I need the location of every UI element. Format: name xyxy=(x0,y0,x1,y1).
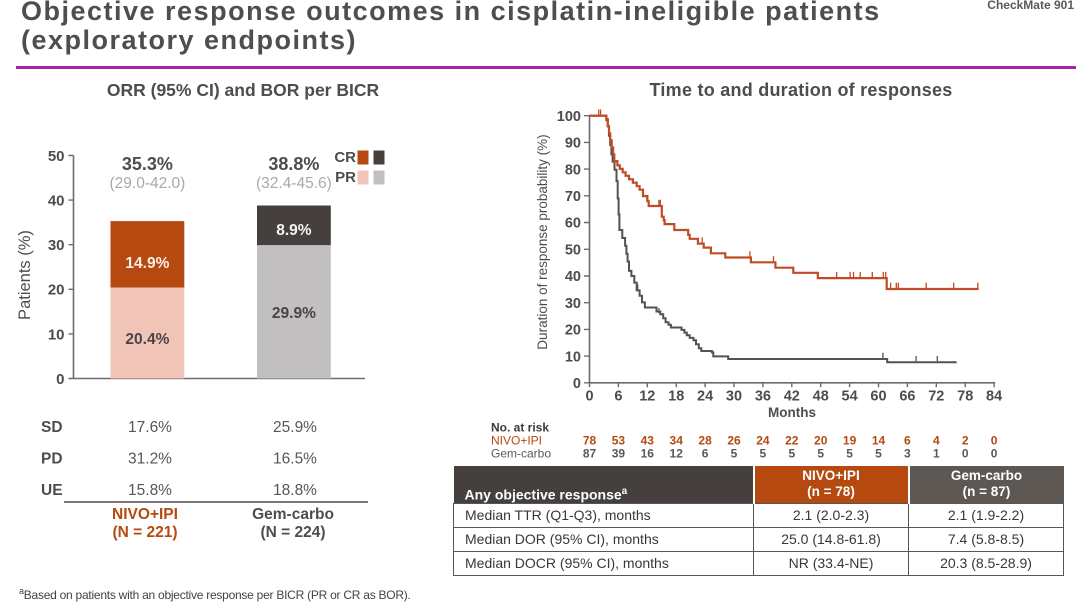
svg-text:36: 36 xyxy=(755,389,771,405)
svg-text:60: 60 xyxy=(565,216,581,232)
svg-text:24: 24 xyxy=(756,434,770,448)
svg-text:42: 42 xyxy=(784,389,800,405)
svg-text:0: 0 xyxy=(991,434,998,448)
svg-text:PR: PR xyxy=(335,169,356,186)
svg-text:6: 6 xyxy=(702,447,709,461)
svg-text:NIVO+IPI: NIVO+IPI xyxy=(491,434,542,448)
svg-text:80: 80 xyxy=(565,162,581,178)
svg-text:29.9%: 29.9% xyxy=(272,305,316,322)
svg-text:Gem-carbo: Gem-carbo xyxy=(491,447,551,461)
svg-text:30: 30 xyxy=(726,389,742,405)
svg-text:50: 50 xyxy=(565,243,581,259)
svg-text:5: 5 xyxy=(788,447,795,461)
svg-text:0: 0 xyxy=(56,371,64,388)
svg-text:3: 3 xyxy=(904,447,911,461)
svg-text:25.9%: 25.9% xyxy=(273,419,317,436)
svg-text:53: 53 xyxy=(612,434,626,448)
svg-text:5: 5 xyxy=(846,447,853,461)
svg-text:18.8%: 18.8% xyxy=(273,482,317,499)
svg-text:PD: PD xyxy=(41,451,63,468)
svg-text:39: 39 xyxy=(612,447,626,461)
svg-text:54: 54 xyxy=(842,389,858,405)
svg-text:43: 43 xyxy=(641,434,655,448)
svg-text:5: 5 xyxy=(817,447,824,461)
svg-text:84: 84 xyxy=(986,389,1002,405)
svg-text:(29.0-42.0): (29.0-42.0) xyxy=(109,175,185,192)
svg-text:5: 5 xyxy=(731,447,738,461)
svg-text:Months: Months xyxy=(768,405,816,420)
svg-text:40: 40 xyxy=(565,269,581,285)
svg-text:No. at risk: No. at risk xyxy=(491,421,549,435)
svg-text:1: 1 xyxy=(933,447,940,461)
svg-text:(N = 224): (N = 224) xyxy=(260,524,325,541)
svg-text:19: 19 xyxy=(843,434,857,448)
svg-text:6: 6 xyxy=(614,389,622,405)
svg-text:26: 26 xyxy=(727,434,741,448)
svg-text:10: 10 xyxy=(565,349,581,365)
svg-text:Duration of response probabili: Duration of response probability (%) xyxy=(535,134,550,349)
svg-text:70: 70 xyxy=(565,189,581,205)
svg-text:78: 78 xyxy=(583,434,597,448)
svg-text:72: 72 xyxy=(928,389,944,405)
svg-text:18: 18 xyxy=(668,389,684,405)
svg-text:100: 100 xyxy=(557,109,581,125)
svg-text:UE: UE xyxy=(41,482,63,499)
svg-text:Gem-carbo: Gem-carbo xyxy=(252,506,334,523)
svg-text:SD: SD xyxy=(41,419,63,436)
svg-text:(N = 221): (N = 221) xyxy=(112,524,177,541)
svg-text:24: 24 xyxy=(697,389,713,405)
svg-text:14.9%: 14.9% xyxy=(125,255,169,272)
svg-text:10: 10 xyxy=(48,326,65,343)
svg-text:31.2%: 31.2% xyxy=(128,451,172,468)
svg-text:16.5%: 16.5% xyxy=(273,451,317,468)
svg-text:12: 12 xyxy=(670,447,684,461)
svg-text:17.6%: 17.6% xyxy=(128,419,172,436)
svg-text:22: 22 xyxy=(785,434,799,448)
svg-text:5: 5 xyxy=(875,447,882,461)
svg-text:40: 40 xyxy=(48,193,65,210)
svg-text:Patients (%): Patients (%) xyxy=(16,230,34,320)
svg-text:90: 90 xyxy=(565,136,581,152)
svg-text:6: 6 xyxy=(904,434,911,448)
svg-text:5: 5 xyxy=(760,447,767,461)
svg-text:34: 34 xyxy=(670,434,684,448)
svg-text:50: 50 xyxy=(48,148,65,165)
svg-text:28: 28 xyxy=(698,434,712,448)
svg-text:87: 87 xyxy=(583,447,597,461)
svg-text:60: 60 xyxy=(870,389,886,405)
svg-text:14: 14 xyxy=(872,434,886,448)
svg-text:30: 30 xyxy=(48,237,65,254)
svg-text:20.4%: 20.4% xyxy=(125,331,169,348)
svg-text:0: 0 xyxy=(962,447,969,461)
svg-text:30: 30 xyxy=(565,296,581,312)
svg-text:0: 0 xyxy=(573,376,581,392)
svg-text:66: 66 xyxy=(899,389,915,405)
svg-text:16: 16 xyxy=(641,447,655,461)
svg-text:4: 4 xyxy=(933,434,940,448)
svg-text:2: 2 xyxy=(962,434,969,448)
svg-text:12: 12 xyxy=(639,389,655,405)
svg-text:20: 20 xyxy=(814,434,828,448)
svg-text:(32.4-45.6): (32.4-45.6) xyxy=(256,175,332,192)
svg-text:0: 0 xyxy=(991,447,998,461)
svg-text:20: 20 xyxy=(565,323,581,339)
svg-text:20: 20 xyxy=(48,282,65,299)
svg-text:78: 78 xyxy=(957,389,973,405)
svg-text:0: 0 xyxy=(585,389,593,405)
svg-text:CR: CR xyxy=(334,149,356,166)
svg-text:15.8%: 15.8% xyxy=(128,482,172,499)
svg-text:35.3%: 35.3% xyxy=(122,154,173,174)
svg-text:NIVO+IPI: NIVO+IPI xyxy=(112,506,178,523)
svg-text:48: 48 xyxy=(813,389,829,405)
svg-text:8.9%: 8.9% xyxy=(276,222,312,239)
svg-text:38.8%: 38.8% xyxy=(268,154,319,174)
